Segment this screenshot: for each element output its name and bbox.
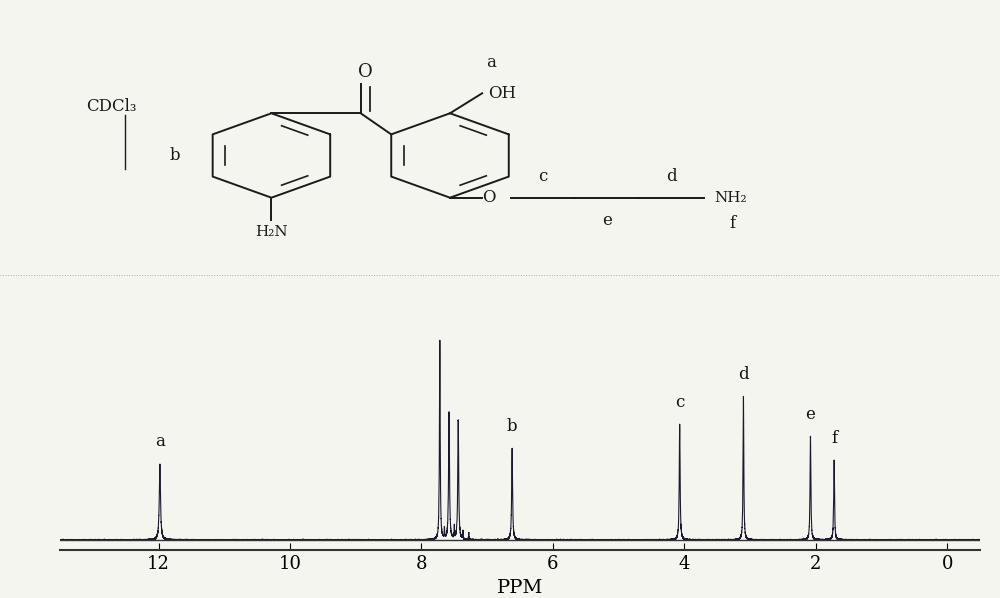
Text: b: b: [507, 417, 517, 435]
Text: f: f: [831, 429, 837, 447]
Text: a: a: [486, 54, 496, 71]
Text: c: c: [675, 393, 684, 411]
Text: f: f: [729, 215, 735, 231]
Text: c: c: [538, 168, 548, 185]
Text: O: O: [358, 63, 372, 81]
Text: NH₂: NH₂: [714, 191, 747, 205]
Text: O: O: [483, 189, 496, 206]
Text: OH: OH: [488, 85, 516, 102]
Text: b: b: [170, 147, 180, 164]
Text: CDCl₃: CDCl₃: [86, 99, 136, 115]
Text: e: e: [806, 405, 815, 423]
Text: a: a: [155, 434, 165, 450]
Text: H₂N: H₂N: [255, 225, 288, 239]
Text: d: d: [666, 168, 677, 185]
X-axis label: PPM: PPM: [497, 579, 543, 597]
Text: d: d: [738, 366, 749, 383]
Text: e: e: [602, 212, 612, 229]
